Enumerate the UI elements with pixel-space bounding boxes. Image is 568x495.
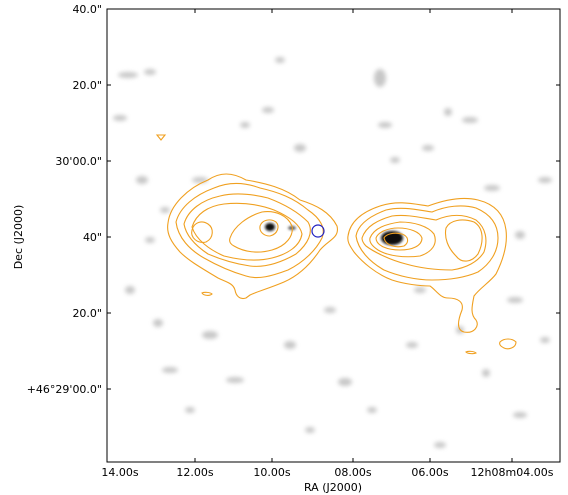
noise-field — [113, 57, 552, 448]
y-tick-label: +46°29'00.0" — [27, 383, 102, 396]
left-lobe-contours — [167, 173, 339, 300]
y-tick-label: 40.0" — [72, 3, 102, 16]
y-axis-title: Dec (J2000) — [12, 205, 25, 270]
eastern-core-source — [381, 231, 403, 245]
image-panel — [107, 9, 560, 462]
y-tick-label: 40" — [83, 231, 102, 244]
x-axis-title: RA (J2000) — [304, 481, 362, 494]
right-lobe-contours — [347, 197, 507, 333]
y-tick-labels: 40.0" 20.0" 30'00.0" 40" 20.0" +46°29'00… — [27, 3, 102, 396]
y-tick-label: 20.0" — [72, 307, 102, 320]
x-tick-label: 08.00s — [334, 466, 371, 479]
y-tick-label: 30'00.0" — [55, 155, 102, 168]
x-axis-ticks — [106, 9, 513, 462]
x-tick-label: 10.00s — [253, 466, 290, 479]
host-position-marker — [311, 224, 325, 238]
western-core-source — [265, 223, 275, 231]
y-axis-ticks — [107, 8, 560, 390]
stray-contours — [155, 134, 517, 355]
x-tick-label: 12.00s — [176, 466, 213, 479]
x-tick-label: 06.00s — [411, 466, 448, 479]
x-tick-labels: 14.00s 12.00s 10.00s 08.00s 06.00s 12h08… — [101, 466, 553, 479]
optical-sources — [265, 223, 403, 245]
x-tick-label: 12h08m04.00s — [471, 466, 554, 479]
y-tick-label: 20.0" — [72, 79, 102, 92]
x-tick-label: 14.00s — [101, 466, 138, 479]
plot-border — [106, 8, 561, 463]
